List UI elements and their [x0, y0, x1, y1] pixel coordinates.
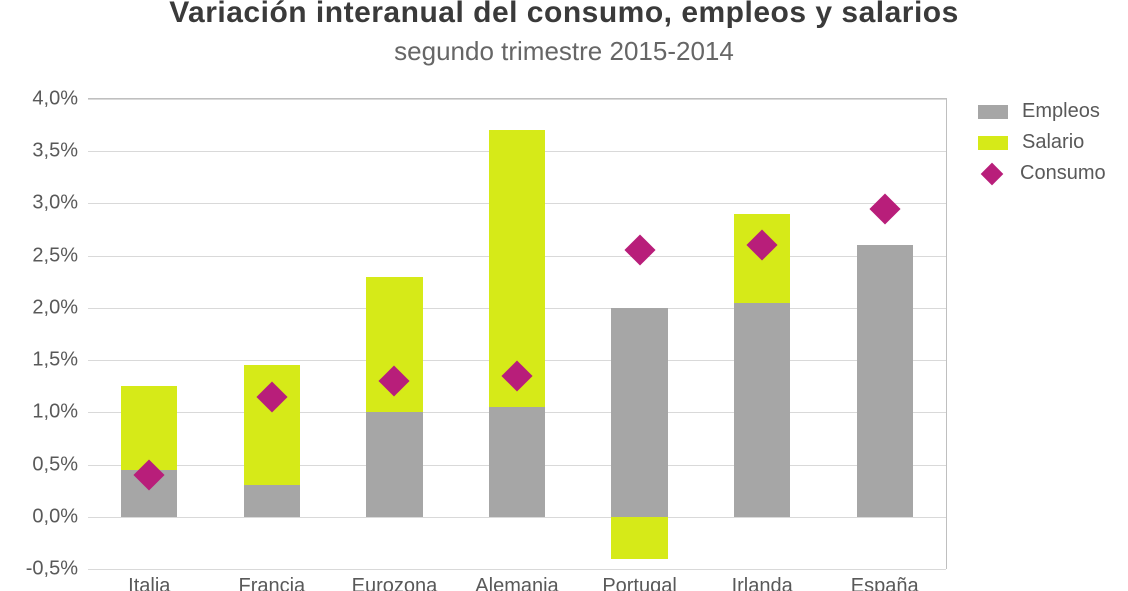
y-tick-label: 3,5% [32, 140, 88, 163]
y-tick-label: 2,0% [32, 296, 88, 319]
legend-marker [981, 162, 1004, 185]
bar-empleos [857, 245, 913, 517]
y-tick-label: 2,5% [32, 244, 88, 267]
y-tick-label: 3,0% [32, 192, 88, 215]
legend-swatch [978, 136, 1008, 150]
bar-salario [121, 386, 177, 470]
legend-swatch [978, 105, 1008, 119]
chart-root: Variación interanual del consumo, empleo… [0, 0, 1128, 591]
y-tick-label: 4,0% [32, 88, 88, 111]
bar-empleos [611, 308, 667, 517]
marker-consumo [624, 235, 655, 266]
bar-empleos [489, 407, 545, 517]
gridline [88, 517, 946, 518]
bar-empleos [734, 303, 790, 517]
x-tick-label: Portugal [602, 569, 677, 591]
marker-consumo [869, 193, 900, 224]
y-tick-label: 0,0% [32, 505, 88, 528]
x-tick-label: España [851, 569, 919, 591]
gridline [88, 99, 946, 100]
x-tick-label: Italia [128, 569, 170, 591]
y-tick-label: -0,5% [26, 558, 88, 581]
legend-item-consumo: Consumo [978, 162, 1106, 185]
legend-item-empleos: Empleos [978, 100, 1106, 123]
legend-label: Consumo [1020, 162, 1106, 185]
plot-area: -0,5%0,0%0,5%1,0%1,5%2,0%2,5%3,0%3,5%4,0… [88, 98, 947, 569]
x-tick-label: Francia [238, 569, 305, 591]
x-tick-label: Eurozona [352, 569, 438, 591]
bar-salario [611, 517, 667, 559]
y-tick-label: 1,0% [32, 401, 88, 424]
legend-item-salario: Salario [978, 131, 1106, 154]
legend: Empleos Salario Consumo [978, 100, 1106, 193]
chart-subtitle: segundo trimestre 2015-2014 [0, 36, 1128, 67]
chart-title: Variación interanual del consumo, empleo… [0, 0, 1128, 30]
bar-empleos [244, 485, 300, 516]
y-tick-label: 1,5% [32, 349, 88, 372]
y-tick-label: 0,5% [32, 453, 88, 476]
legend-label: Salario [1022, 131, 1084, 154]
bar-empleos [366, 412, 422, 516]
x-tick-label: Irlanda [732, 569, 793, 591]
x-tick-label: Alemania [475, 569, 558, 591]
legend-label: Empleos [1022, 100, 1100, 123]
